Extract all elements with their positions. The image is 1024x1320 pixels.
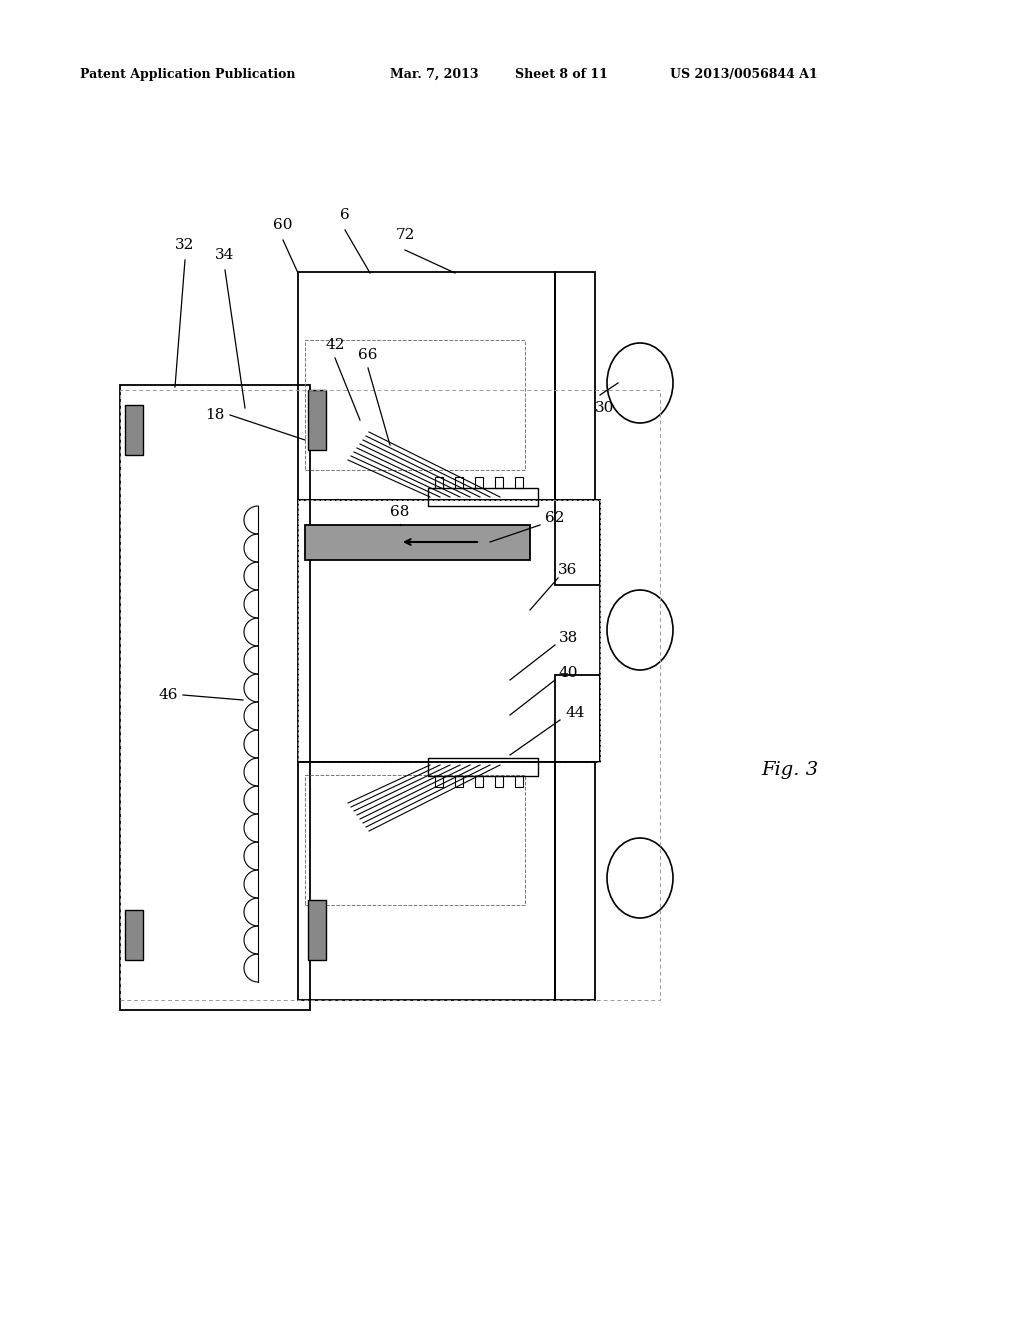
Text: 46: 46 (159, 688, 178, 702)
Bar (435, 477, 443, 488)
Text: 72: 72 (395, 228, 415, 242)
Bar (555, 675, 600, 762)
Bar (125, 405, 143, 455)
Text: 40: 40 (558, 667, 578, 680)
Text: Fig. 3: Fig. 3 (762, 762, 818, 779)
Bar (495, 477, 503, 488)
Bar (308, 389, 326, 450)
Bar (120, 389, 660, 1001)
Bar (435, 776, 443, 787)
Bar (298, 500, 600, 762)
Bar (305, 775, 525, 906)
Bar (298, 272, 555, 500)
Bar (515, 477, 523, 488)
Text: Patent Application Publication: Patent Application Publication (80, 69, 296, 81)
Bar (120, 385, 310, 1010)
Bar (475, 477, 483, 488)
Bar (125, 909, 143, 960)
Text: 44: 44 (565, 706, 585, 719)
Bar (555, 762, 595, 1001)
Bar (305, 525, 530, 560)
Text: US 2013/0056844 A1: US 2013/0056844 A1 (670, 69, 818, 81)
Text: 68: 68 (390, 506, 410, 519)
Bar (428, 758, 538, 776)
Bar (428, 488, 538, 506)
Bar (475, 776, 483, 787)
Bar (495, 776, 503, 787)
Text: 62: 62 (545, 511, 565, 525)
Text: 32: 32 (175, 238, 195, 252)
Text: Sheet 8 of 11: Sheet 8 of 11 (515, 69, 608, 81)
Bar (515, 776, 523, 787)
Text: 30: 30 (595, 401, 614, 414)
Text: 36: 36 (558, 564, 578, 577)
Text: 66: 66 (358, 348, 378, 362)
Bar (305, 341, 525, 470)
Text: 18: 18 (206, 408, 224, 422)
Text: 38: 38 (558, 631, 578, 645)
Bar (298, 762, 555, 1001)
Bar (455, 776, 463, 787)
Bar (298, 500, 600, 762)
Text: 34: 34 (215, 248, 234, 261)
Text: 42: 42 (326, 338, 345, 352)
Text: Mar. 7, 2013: Mar. 7, 2013 (390, 69, 478, 81)
Bar (308, 900, 326, 960)
Text: 6: 6 (340, 209, 350, 222)
Bar (455, 477, 463, 488)
Text: 60: 60 (273, 218, 293, 232)
Bar (555, 272, 595, 500)
Bar (555, 500, 600, 585)
